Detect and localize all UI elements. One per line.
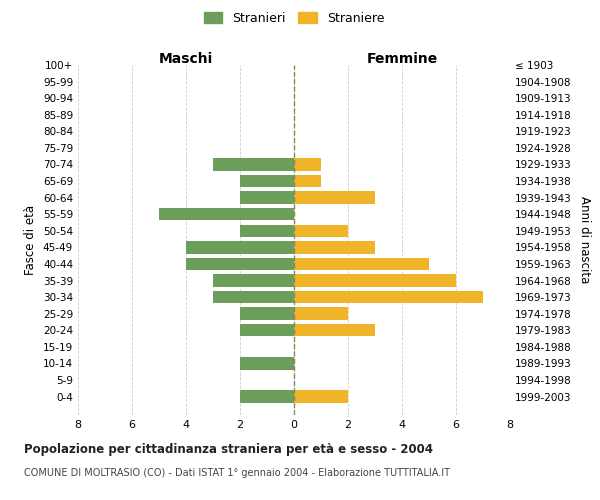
- Bar: [294, 158, 321, 170]
- Bar: [240, 390, 294, 403]
- Text: Femmine: Femmine: [367, 52, 437, 66]
- Bar: [240, 224, 294, 237]
- Y-axis label: Anni di nascita: Anni di nascita: [578, 196, 591, 284]
- Bar: [294, 324, 375, 336]
- Text: COMUNE DI MOLTRASIO (CO) - Dati ISTAT 1° gennaio 2004 - Elaborazione TUTTITALIA.: COMUNE DI MOLTRASIO (CO) - Dati ISTAT 1°…: [24, 468, 450, 477]
- Bar: [294, 308, 348, 320]
- Bar: [240, 175, 294, 188]
- Y-axis label: Fasce di età: Fasce di età: [25, 205, 37, 275]
- Text: Popolazione per cittadinanza straniera per età e sesso - 2004: Popolazione per cittadinanza straniera p…: [24, 442, 433, 456]
- Bar: [240, 324, 294, 336]
- Bar: [294, 291, 483, 304]
- Bar: [294, 224, 348, 237]
- Bar: [213, 291, 294, 304]
- Legend: Stranieri, Straniere: Stranieri, Straniere: [200, 8, 388, 28]
- Bar: [294, 390, 348, 403]
- Bar: [186, 241, 294, 254]
- Bar: [294, 192, 375, 204]
- Bar: [186, 258, 294, 270]
- Bar: [294, 258, 429, 270]
- Bar: [240, 308, 294, 320]
- Bar: [294, 241, 375, 254]
- Bar: [294, 175, 321, 188]
- Text: Maschi: Maschi: [159, 52, 213, 66]
- Bar: [294, 274, 456, 286]
- Bar: [213, 274, 294, 286]
- Bar: [240, 357, 294, 370]
- Bar: [159, 208, 294, 220]
- Bar: [213, 158, 294, 170]
- Bar: [240, 192, 294, 204]
